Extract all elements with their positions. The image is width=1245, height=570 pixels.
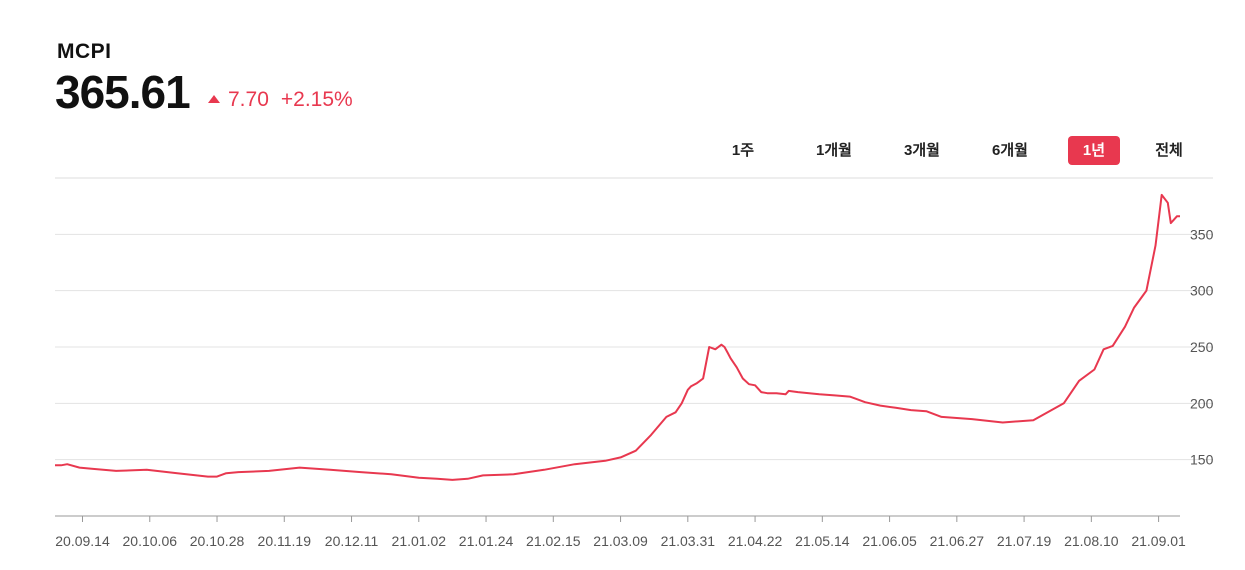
y-tick-label: 250 [1190,339,1214,355]
y-tick-label: 150 [1190,452,1214,468]
x-tick-label: 21.08.10 [1064,533,1119,549]
x-tick-label: 21.06.05 [862,533,917,549]
change-percent: +2.15% [280,88,353,111]
x-tick-label: 20.11.19 [258,533,312,549]
x-tick-label: 21.01.02 [392,533,447,549]
tab-3month[interactable]: 3개월 [904,142,940,159]
x-tick-label: 21.06.27 [930,533,985,549]
x-tick-label: 21.03.09 [593,533,648,549]
tab-1week[interactable]: 1주 [731,142,755,159]
current-price: 365.61 [55,66,191,118]
series-line [55,193,1180,481]
period-tabs: 1주 1개월 3개월 6개월 1년 전체 [712,136,1190,165]
y-tick-label: 200 [1190,395,1214,411]
tab-1month[interactable]: 1개월 [816,142,852,159]
x-tick-label: 20.09.14 [55,533,110,549]
tab-6month[interactable]: 6개월 [992,142,1028,159]
x-tick-label: 21.01.24 [459,533,514,549]
x-tick-label: 21.05.14 [795,533,850,549]
y-tick-label: 300 [1190,283,1214,299]
x-tick-label: 21.02.15 [526,533,581,549]
symbol-name: MCPI [57,40,112,63]
x-tick-label: 21.07.19 [997,533,1052,549]
change-value: 7.70 [228,88,269,111]
up-arrow-icon [208,94,220,103]
x-tick-label: 20.10.28 [190,533,245,549]
x-tick-label: 20.12.11 [325,533,379,549]
x-tick-label: 21.03.31 [661,533,716,549]
x-tick-label: 21.04.22 [728,533,783,549]
x-tick-label: 21.09.01 [1131,533,1186,549]
price-change: 7.70 +2.15% [208,88,353,112]
y-tick-label: 350 [1190,226,1214,242]
tab-all[interactable]: 전체 [1155,142,1183,159]
x-tick-label: 20.10.06 [123,533,178,549]
tab-1year[interactable]: 1년 [1068,136,1120,165]
